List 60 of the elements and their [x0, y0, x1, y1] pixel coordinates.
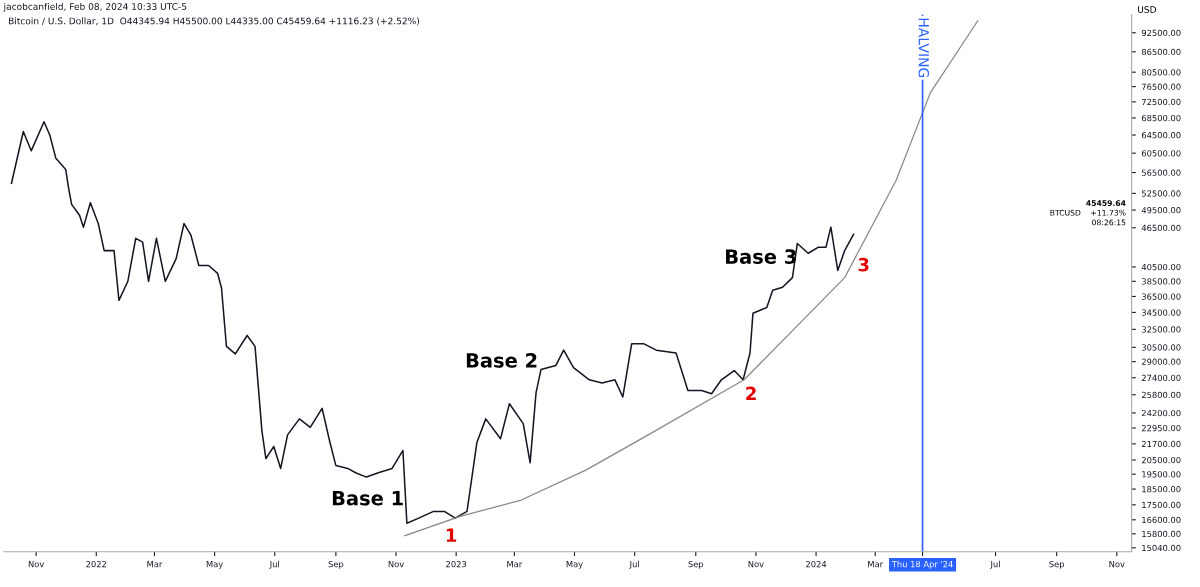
y-tick-label: 49500.00	[1141, 207, 1181, 214]
y-tick-label: 72500.00	[1142, 98, 1181, 106]
y-tick-label: 22950.00	[1141, 424, 1181, 432]
y-tick-label: 34500.00	[1141, 309, 1181, 316]
x-tick-label: Mar	[507, 561, 523, 568]
annotation: Base 1	[332, 491, 403, 506]
x-tick-label: Jul	[269, 560, 279, 569]
y-tick-label: 20500.00	[1141, 456, 1181, 464]
y-tick-label: 16600.00	[1142, 516, 1181, 524]
x-tick-label: Mar	[868, 561, 884, 568]
y-tick-label: 86500.00	[1141, 48, 1181, 56]
y-tick-label: 24200.00	[1141, 409, 1181, 417]
x-tick-label: Nov	[1109, 561, 1125, 568]
x-tick-label: Sep	[688, 560, 704, 569]
x-tick-label: Sep	[1049, 560, 1065, 569]
y-tick-label: 29000.00	[1141, 358, 1181, 365]
annotation: Base 2	[466, 353, 537, 368]
y-tick-label: 56500.00	[1141, 169, 1181, 176]
annotation: 2	[746, 386, 756, 401]
x-tick-label: 2024	[806, 560, 827, 568]
x-tick-label: 2022	[86, 560, 107, 568]
x-tick-label: Sep	[328, 560, 344, 569]
chart-title: Bitcoin / U.S. Dollar, 1D O44345.94 H45500.00 L44335.00 C45459.64 +1116.23 (+2.52%)	[9, 17, 419, 26]
y-tick-label: 32500.00	[1141, 326, 1181, 333]
y-tick-label: 46500.00	[1141, 224, 1181, 232]
chart-subtitle: jacobcanfield, Feb 08, 2024 10:33 UTC-5	[3, 2, 187, 12]
x-tick-label: Jul	[990, 560, 1000, 569]
y-tick-label: 25800.00	[1141, 391, 1181, 399]
y-tick-label: 60500.00	[1141, 150, 1181, 157]
y-tick-label: 38500.00	[1141, 278, 1181, 285]
x-tick-label: May	[206, 561, 223, 569]
x-tick-label: Thu 18 Apr '24	[891, 560, 953, 569]
y-tick-label: 30500.00	[1141, 344, 1181, 351]
y-tick-label: 92500.00	[1141, 29, 1181, 37]
y-tick-label: 19500.00	[1142, 471, 1181, 478]
y-tick-label: 40500.00	[1141, 263, 1181, 271]
line-series	[10, 120, 855, 525]
x-tick-label: Nov	[28, 561, 45, 568]
x-tick-label: Mar	[147, 561, 163, 568]
y-tick-label: 68500.00	[1141, 114, 1181, 122]
y-tick-label: 52500.00	[1141, 190, 1181, 197]
annotation: 3	[858, 257, 869, 272]
x-tick-label: Jul	[629, 560, 639, 569]
y-axis-title: USD	[1138, 6, 1156, 13]
y-tick-label: 18500.00	[1142, 486, 1181, 493]
y-tick-label: 17500.00	[1142, 501, 1181, 509]
y-tick-label: 76500.00	[1142, 83, 1181, 90]
y-tick-label: 80500.00	[1141, 69, 1181, 76]
y-tick-label: 15040.00	[1142, 544, 1181, 552]
y-tick-label: 27400.00	[1141, 374, 1181, 382]
y-tick-label: 64500.00	[1141, 131, 1181, 139]
y-tick-label: 36500.00	[1141, 293, 1181, 300]
x-tick-label: 2023	[446, 560, 467, 568]
x-tick-label: May	[566, 561, 583, 569]
annotation: 1	[446, 528, 457, 542]
x-tick-label: Nov	[748, 561, 764, 568]
y-tick-label: 21700.00	[1141, 440, 1181, 448]
y-tick-label: 15800.00	[1142, 530, 1181, 538]
x-tick-label: Nov	[388, 561, 404, 568]
ref-line-label: HALVING	[918, 18, 930, 78]
